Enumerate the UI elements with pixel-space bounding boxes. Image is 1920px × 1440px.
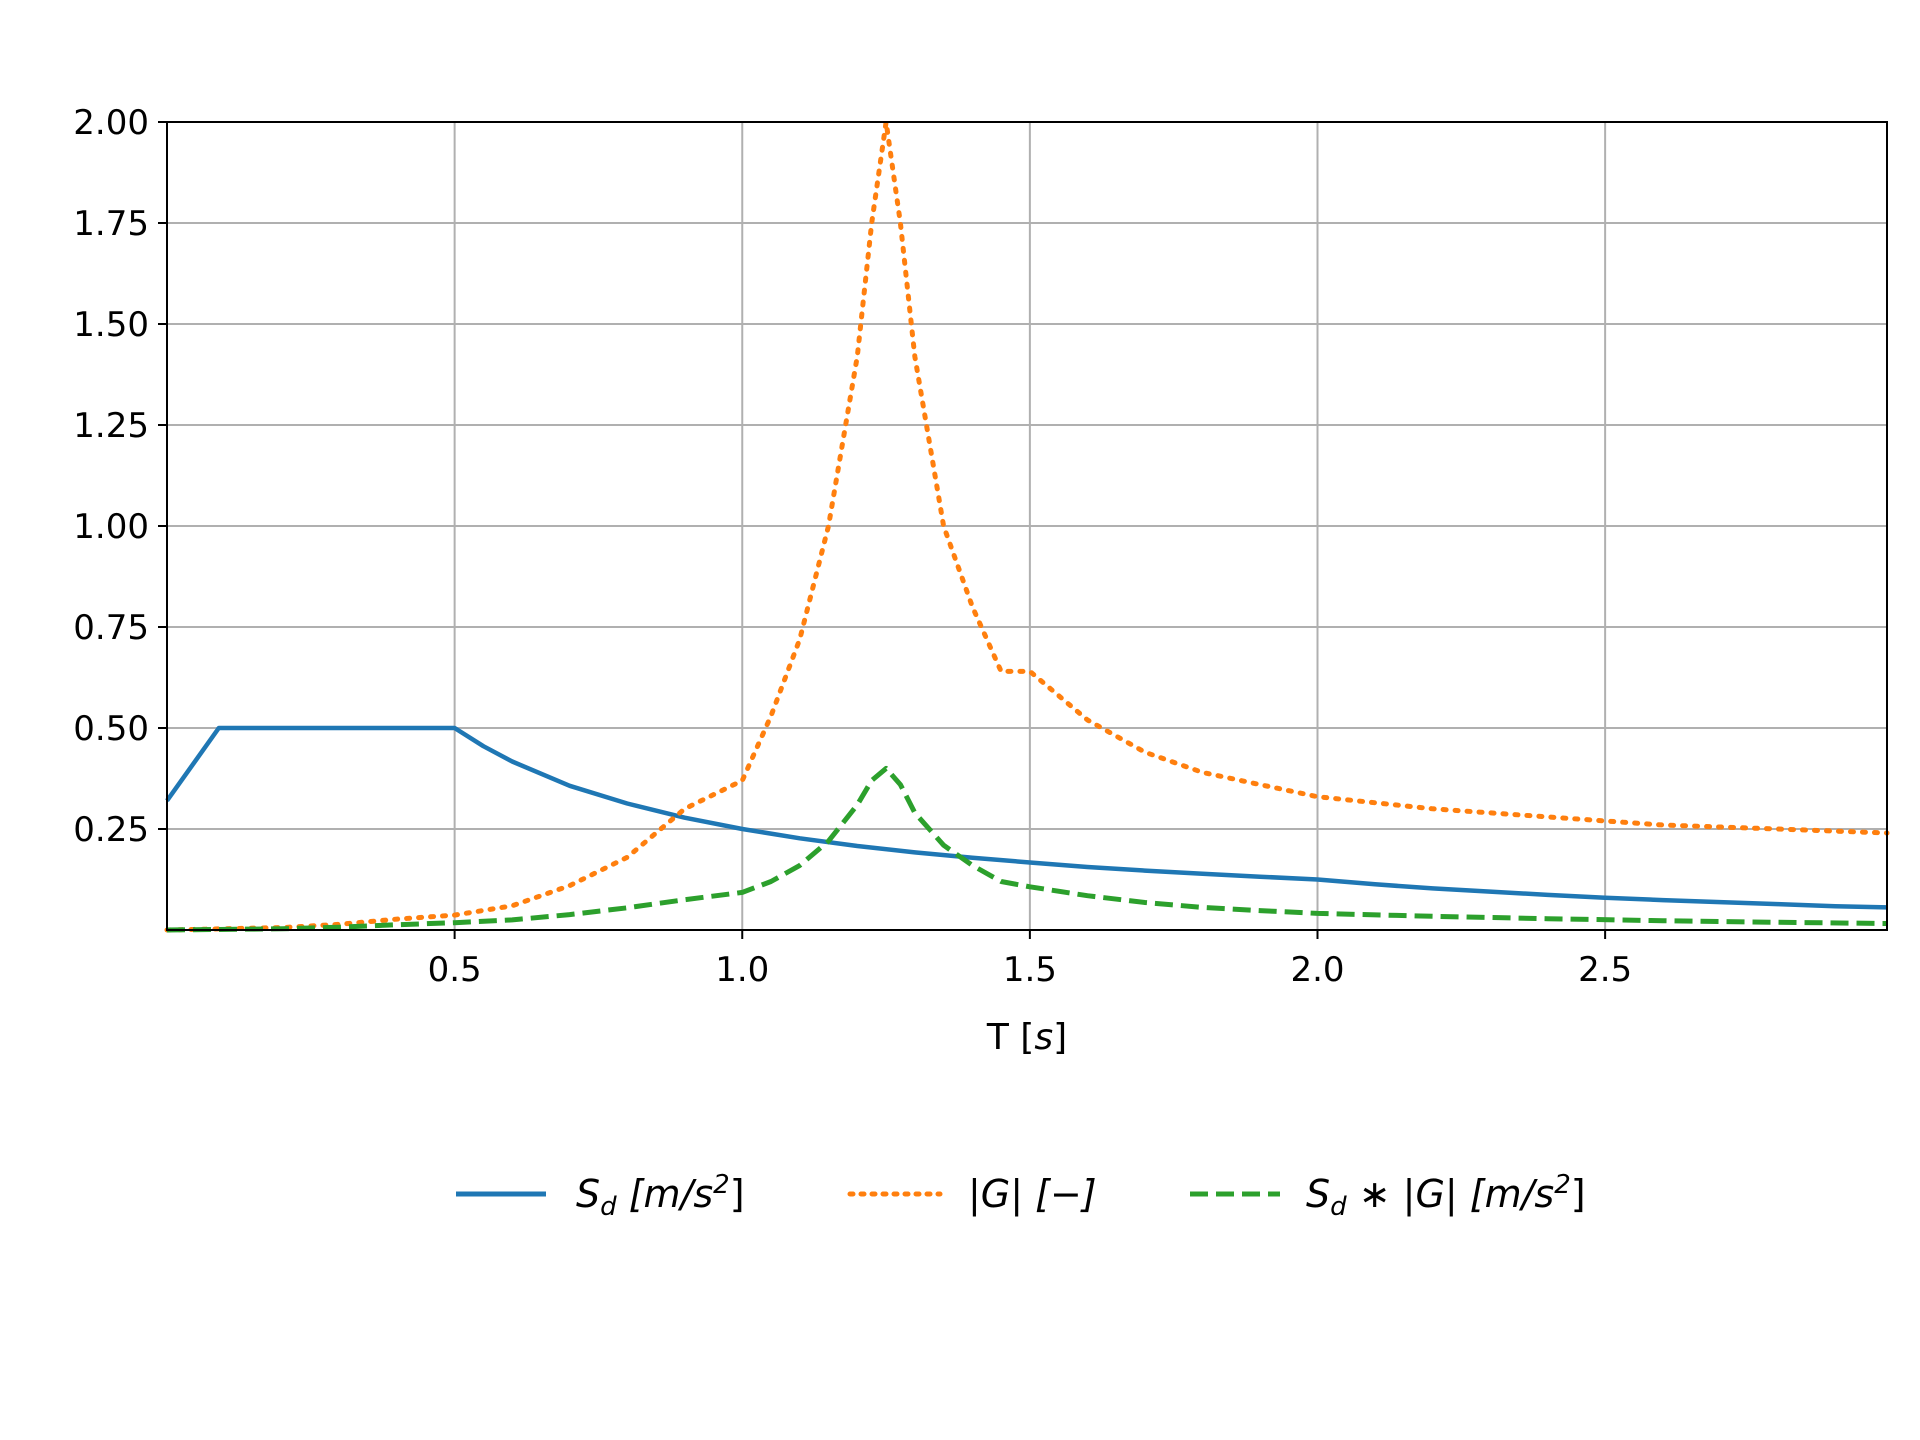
y-tick-label: 0.25 — [73, 810, 149, 850]
y-tick-label: 0.75 — [73, 608, 149, 648]
grid-lines — [167, 121, 1887, 930]
y-tick-label: 2.00 — [73, 103, 149, 143]
x-tick-label: 1.0 — [715, 950, 769, 990]
y-tick-label: 1.00 — [73, 507, 149, 547]
y-tick-label: 1.75 — [73, 204, 149, 244]
y-tick-label: 0.50 — [73, 709, 149, 749]
x-tick-label: 0.5 — [428, 950, 482, 990]
x-tick-label: 1.5 — [1003, 950, 1057, 990]
x-tick-label: 2.0 — [1290, 950, 1344, 990]
series-line-prod — [166, 765, 1888, 933]
axis-ticks: 0.5 1.0 1.5 2.0 2.5 0.25 0.50 0.75 1.00 1.25 1.50 1… — [73, 103, 1632, 990]
series-lines — [164, 119, 1890, 933]
legend-label-prod: Sd ∗ |G| [m/s2] — [1306, 1170, 1586, 1222]
legend: Sd [m/s2] |G| [−] Sd ∗ |G| [m/s2] — [456, 1170, 1586, 1222]
y-tick-label: 1.25 — [73, 406, 149, 446]
x-tick-label: 2.5 — [1578, 950, 1632, 990]
x-axis-label: T [s] — [986, 1017, 1067, 1058]
series-line-sd — [165, 725, 1888, 910]
legend-label-g: |G| [−] — [968, 1172, 1097, 1217]
legend-label-sd: Sd [m/s2] — [576, 1170, 745, 1222]
y-tick-label: 1.50 — [73, 305, 149, 345]
